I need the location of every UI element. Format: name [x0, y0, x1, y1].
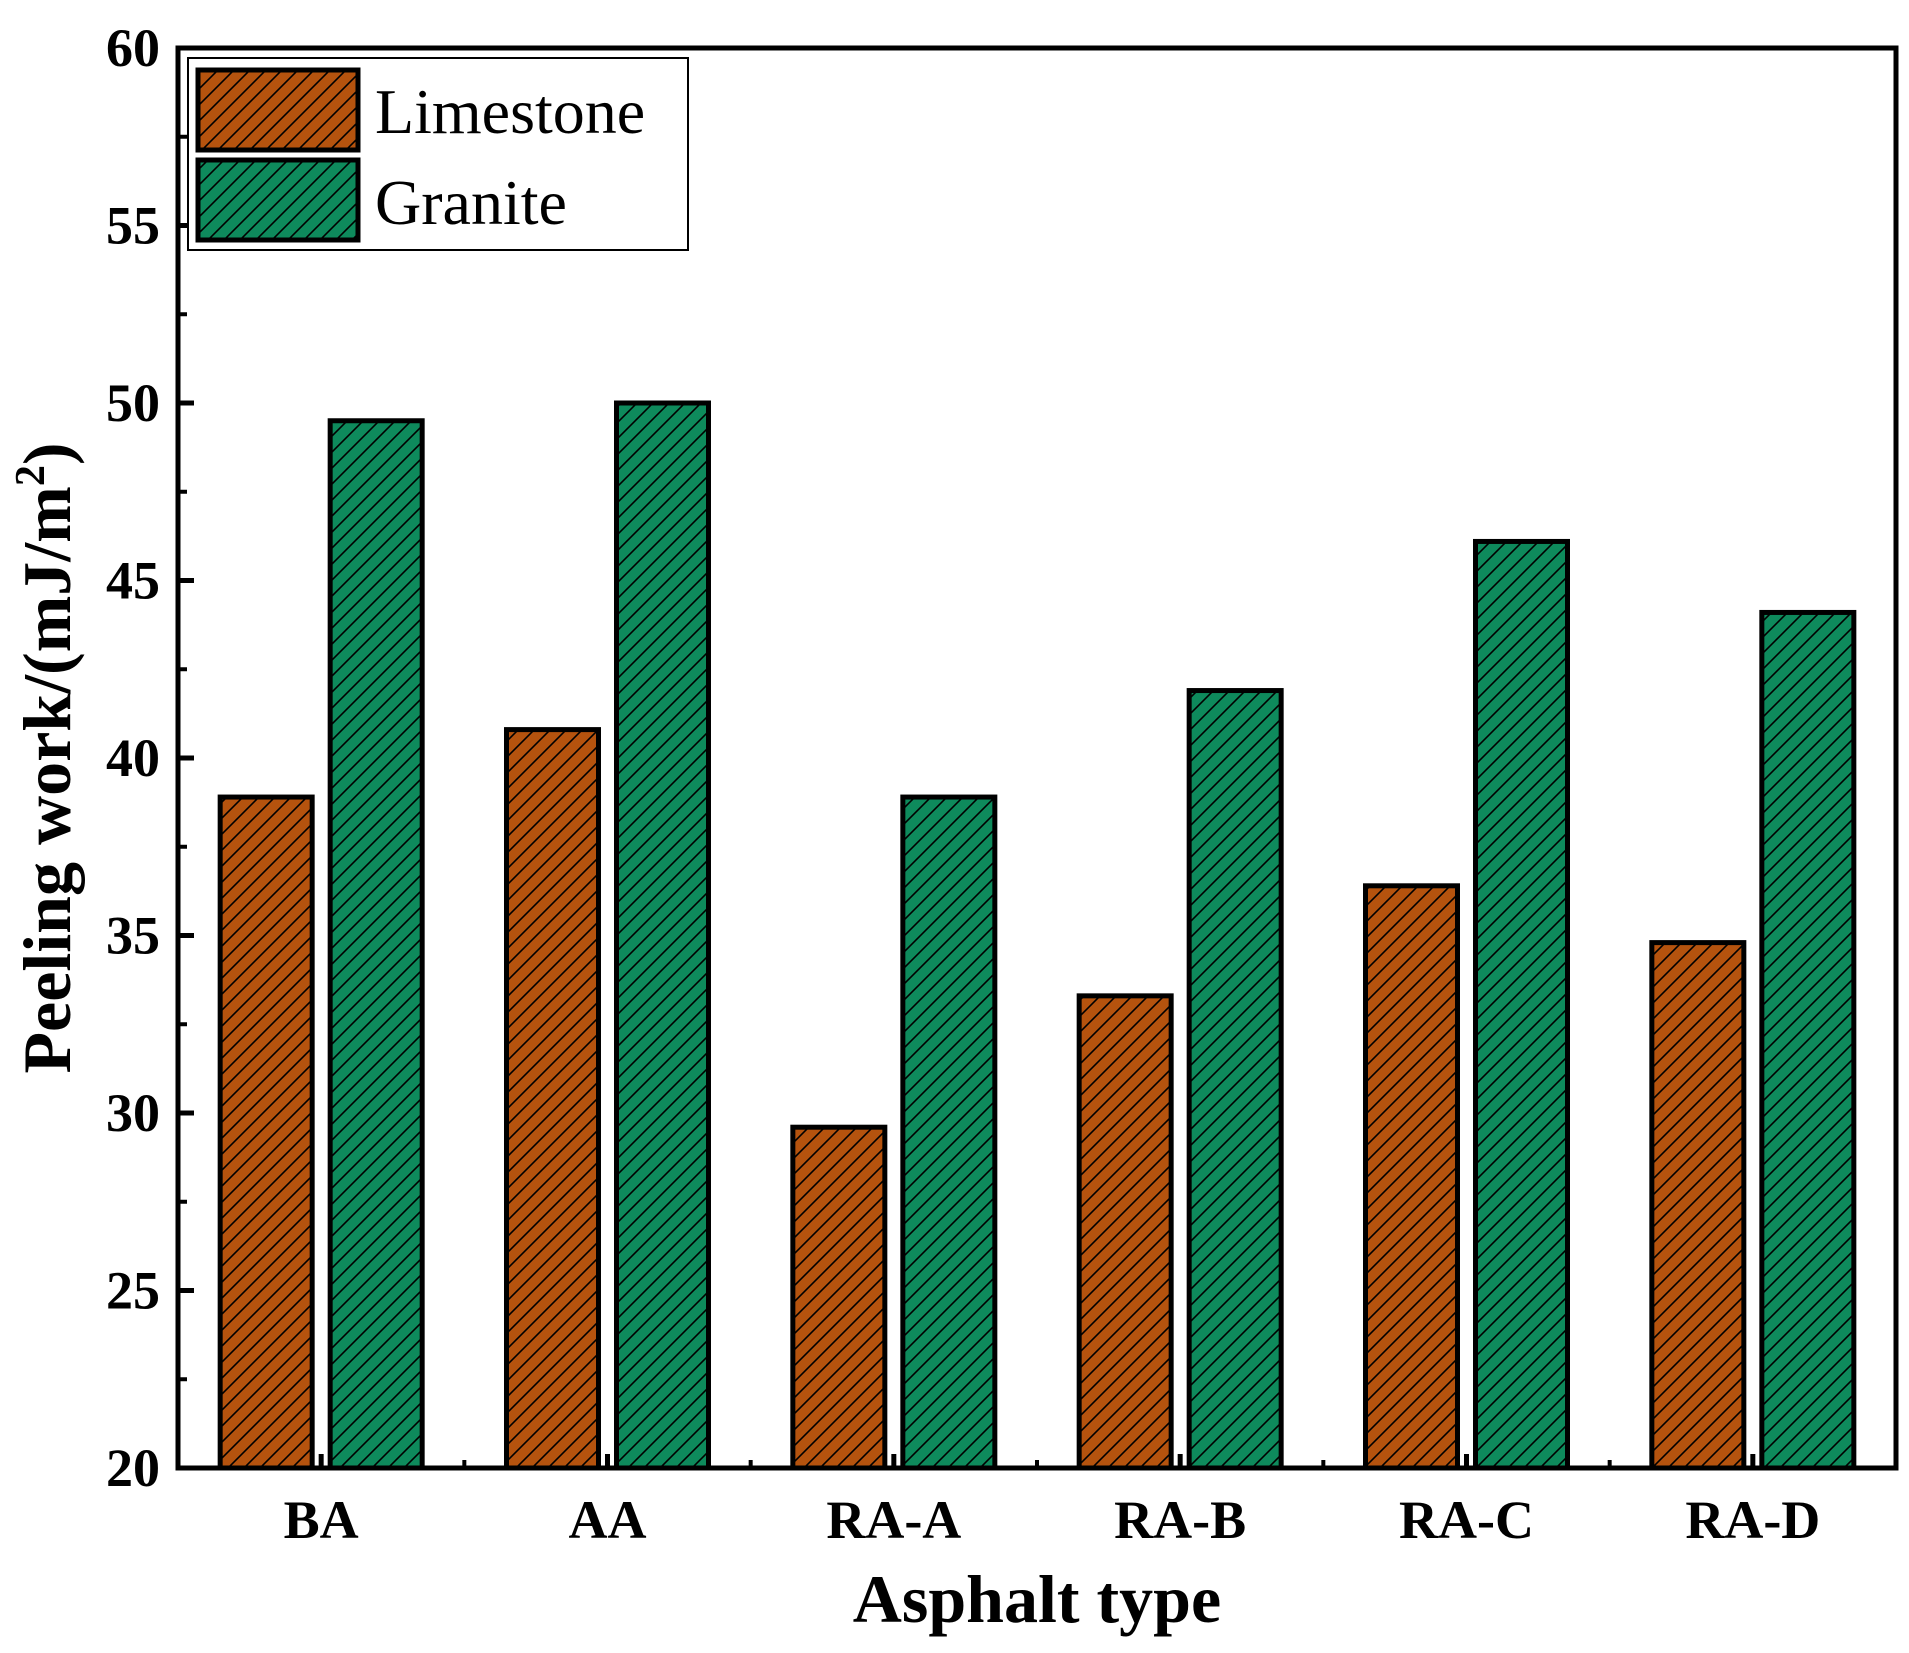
bar-limestone-ra-b — [1076, 993, 1174, 1471]
y-axis-title-superscript: 2 — [8, 465, 54, 486]
plot-frame — [175, 45, 1899, 1471]
bar-limestone-ra-a — [790, 1124, 888, 1471]
y-tick-label: 35 — [106, 906, 160, 966]
bar-granite-ba — [327, 418, 425, 1471]
bars-group — [217, 400, 1857, 1471]
x-tick-label: RA-C — [1399, 1490, 1534, 1550]
y-axis-title: Peeling work/(mJ/m2) — [8, 443, 85, 1074]
x-axis-ticks: BA AA RA-A RA-B RA-C RA-D — [284, 1454, 1820, 1550]
x-axis-title: Asphalt type — [853, 1561, 1221, 1637]
y-tick-label: 30 — [106, 1083, 160, 1143]
y-axis-ticks: 20 25 30 35 40 45 50 55 60 — [106, 18, 194, 1498]
y-tick-label: 60 — [106, 18, 160, 78]
bar-granite-ra-c — [1473, 538, 1570, 1471]
x-tick-label: RA-D — [1685, 1490, 1820, 1550]
y-tick-label: 50 — [106, 373, 160, 433]
legend-swatch-granite — [195, 157, 361, 243]
bar-granite-ra-a — [900, 794, 998, 1471]
y-tick-label: 45 — [106, 551, 160, 611]
x-tick-label: AA — [569, 1490, 647, 1550]
y-axis-title-main: Peeling work/(mJ/m — [9, 486, 85, 1073]
x-tick-label: RA-A — [826, 1490, 961, 1550]
y-tick-label: 25 — [106, 1261, 160, 1321]
bar-limestone-ra-c — [1363, 883, 1460, 1471]
bar-granite-ra-b — [1186, 688, 1284, 1471]
y-tick-label: 55 — [106, 196, 160, 256]
x-tick-label: BA — [284, 1490, 359, 1550]
bar-granite-ra-d — [1759, 609, 1857, 1471]
legend-swatch-limestone — [195, 67, 361, 153]
bar-limestone-ba — [217, 794, 315, 1471]
bar-limestone-aa — [504, 727, 601, 1471]
y-tick-label: 20 — [106, 1438, 160, 1498]
bar-granite-aa — [614, 400, 711, 1471]
bar-limestone-ra-d — [1649, 940, 1747, 1471]
x-tick-label: RA-B — [1114, 1490, 1246, 1550]
legend-label-limestone: Limestone — [375, 76, 645, 147]
legend-label-granite: Granite — [375, 167, 567, 238]
legend: Limestone Granite — [187, 57, 689, 251]
y-tick-label: 40 — [106, 728, 160, 788]
y-axis-title-close: ) — [9, 443, 85, 466]
